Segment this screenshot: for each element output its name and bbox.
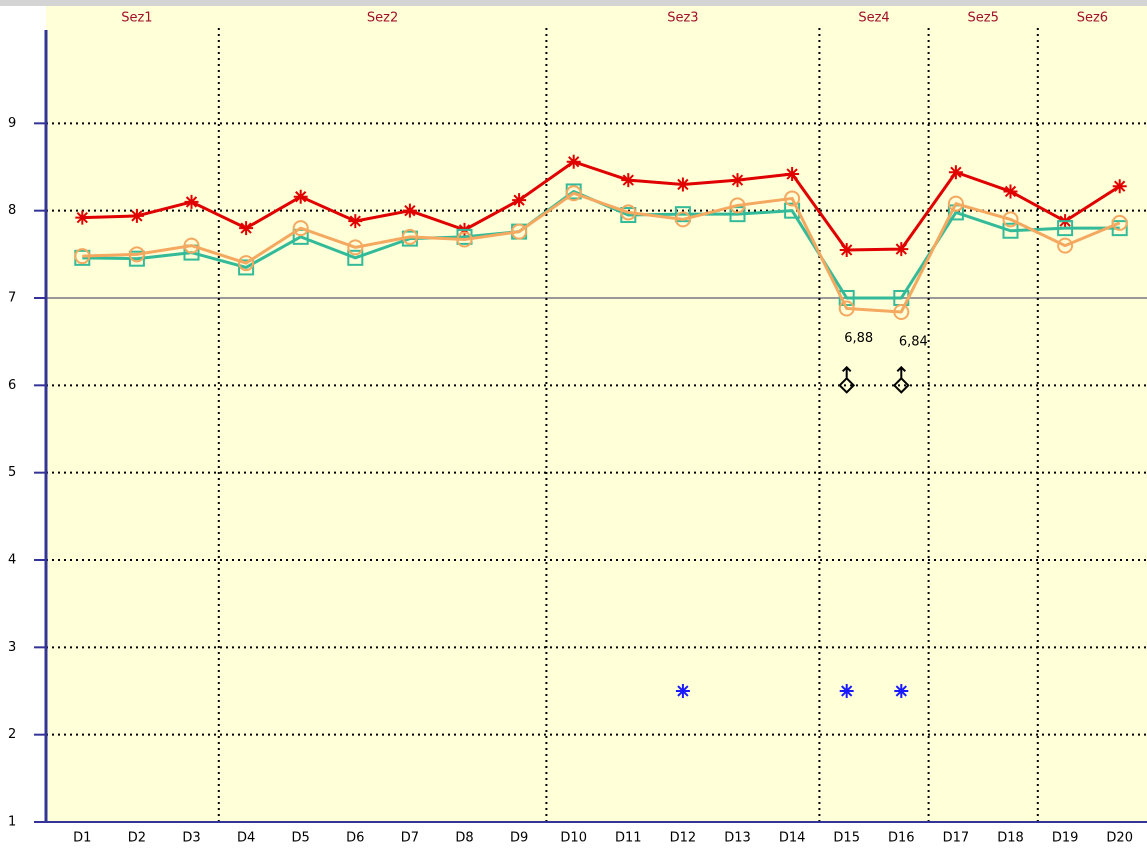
asterisk-marker	[1003, 184, 1018, 199]
x-tick-label: D13	[724, 831, 751, 846]
x-tick-label: D17	[943, 831, 970, 846]
y-tick-label: 6	[8, 378, 16, 393]
diamond-marker	[892, 365, 910, 394]
square-marker	[128, 250, 145, 267]
circle-marker	[74, 248, 91, 265]
top-strip	[0, 0, 1147, 6]
section-label: Sez1	[121, 11, 152, 26]
x-tick-label: D10	[560, 831, 587, 846]
asterisk-marker	[894, 684, 909, 698]
x-tick-label: D9	[510, 831, 528, 846]
y-tick-label: 4	[8, 553, 16, 568]
circle-marker	[838, 300, 855, 317]
value-label: 6,88	[844, 331, 873, 346]
asterisk-marker	[402, 203, 417, 218]
circle-marker	[128, 246, 145, 263]
x-tick-label: D8	[455, 831, 473, 846]
asterisk-marker	[239, 221, 254, 236]
circle-marker	[456, 231, 473, 248]
circle-marker	[1057, 237, 1074, 254]
asterisk-marker	[621, 173, 636, 188]
y-tick-label: 8	[8, 203, 16, 218]
x-tick-label: D6	[346, 831, 364, 846]
section-label: Sez5	[968, 11, 999, 26]
circle-marker	[183, 237, 200, 254]
square-marker	[1002, 222, 1019, 239]
x-tick-label: D18	[997, 831, 1024, 846]
plot-area	[46, 6, 1147, 822]
x-tick-label: D15	[833, 831, 860, 846]
square-marker	[674, 206, 691, 223]
y-tick-label: 5	[8, 465, 16, 480]
series-line	[82, 191, 1121, 314]
section-label: Sez4	[858, 11, 889, 26]
y-tick-label: 7	[8, 291, 16, 306]
x-tick-label: D4	[237, 831, 255, 846]
asterisk-marker	[730, 173, 745, 188]
y-tick-label: 1	[8, 815, 16, 830]
asterisk-marker	[293, 189, 308, 204]
circle-marker	[401, 228, 418, 245]
circle-marker	[947, 195, 964, 212]
x-tick-label: D2	[128, 831, 146, 846]
circle-marker	[1111, 214, 1128, 231]
diamond-marker	[838, 365, 856, 394]
asterisk-marker	[566, 154, 581, 169]
asterisk-marker	[1112, 179, 1127, 194]
x-tick-label: D7	[401, 831, 419, 846]
x-tick-label: D16	[888, 831, 915, 846]
x-tick-label: D1	[73, 831, 91, 846]
asterisk-marker	[675, 177, 690, 192]
circle-marker	[893, 303, 910, 320]
series-line	[82, 160, 1121, 252]
asterisk-marker	[75, 210, 90, 225]
circle-marker	[347, 239, 364, 256]
section-label: Sez6	[1077, 11, 1108, 26]
circle-marker	[565, 185, 582, 202]
asterisk-marker	[839, 684, 854, 698]
circle-marker	[784, 190, 801, 207]
square-marker	[838, 290, 855, 306]
asterisk-marker	[129, 208, 144, 223]
x-tick-label: D12	[670, 831, 697, 846]
circle-marker	[292, 220, 309, 237]
x-tick-label: D19	[1052, 831, 1079, 846]
square-marker	[729, 206, 746, 223]
asterisk-marker	[785, 166, 800, 181]
y-tick-label: 2	[8, 727, 16, 742]
y-tick-label: 9	[8, 116, 16, 131]
circle-marker	[511, 223, 528, 240]
asterisk-marker	[348, 214, 363, 229]
y-tick-label: 3	[8, 640, 16, 655]
circle-marker	[620, 204, 637, 221]
section-label: Sez3	[667, 11, 698, 26]
asterisk-marker	[675, 684, 690, 698]
circle-marker	[674, 211, 691, 228]
asterisk-marker	[512, 193, 527, 208]
asterisk-marker	[184, 194, 199, 209]
section-label: Sez2	[367, 11, 398, 26]
x-tick-label: D5	[292, 831, 310, 846]
circle-marker	[729, 197, 746, 214]
x-tick-label: D11	[615, 831, 642, 846]
x-tick-label: D3	[182, 831, 200, 846]
x-tick-label: D14	[779, 831, 806, 846]
asterisk-marker	[894, 242, 909, 257]
square-marker	[347, 249, 364, 266]
asterisk-marker	[948, 165, 963, 180]
square-marker	[1057, 220, 1074, 237]
circle-marker	[238, 255, 255, 272]
asterisk-marker	[839, 242, 854, 257]
square-marker	[1111, 220, 1128, 237]
value-label: 6,84	[899, 334, 928, 349]
x-tick-label: D20	[1106, 831, 1133, 846]
square-marker	[238, 259, 255, 276]
circle-marker	[1002, 211, 1019, 228]
